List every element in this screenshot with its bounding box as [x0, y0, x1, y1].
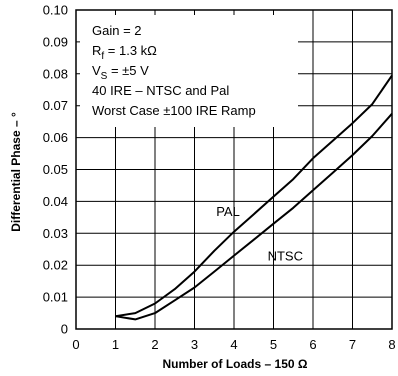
series-label-pal: PAL — [216, 204, 240, 219]
x-tick-labels: 0 1 2 3 4 5 6 7 8 — [72, 337, 395, 352]
y-tick-labels: 0 0.01 0.02 0.03 0.04 0.05 0.06 0.07 0.08 0.09 0.1… — [43, 3, 68, 337]
series-line-ntsc — [115, 113, 393, 321]
annotation-line-4: Worst Case ±100 IRE Ramp — [92, 103, 256, 118]
x-tick-label-2: 2 — [151, 337, 158, 352]
plot-frame — [75, 9, 393, 330]
y-tick-label-2: 0.02 — [43, 258, 68, 273]
annotation-line-3: 40 IRE – NTSC and Pal — [92, 83, 229, 98]
y-tick-label-1: 0.01 — [43, 290, 68, 305]
y-tick-label-3: 0.03 — [43, 226, 68, 241]
y-tick-label-0: 0 — [61, 322, 68, 337]
x-tick-label-6: 6 — [309, 337, 316, 352]
y-tick-label-4: 0.04 — [43, 194, 68, 209]
annotation-line-1: Rf = 1.3 kΩ — [92, 43, 157, 62]
annotation-line-2: VS = ±5 V — [92, 63, 149, 82]
y-tick-label-5: 0.05 — [43, 162, 68, 177]
y-tick-label-7: 0.07 — [43, 98, 68, 113]
x-tick-label-8: 8 — [388, 337, 395, 352]
annotation-line-0: Gain = 2 — [92, 23, 142, 38]
y-axis-title: Differential Phase – ° — [9, 112, 23, 232]
y-tick-label-10: 0.10 — [43, 3, 68, 18]
series-line-pal — [115, 74, 393, 318]
y-tick-label-8: 0.08 — [43, 66, 68, 81]
x-tick-label-4: 4 — [230, 337, 237, 352]
y-tick-label-9: 0.09 — [43, 34, 68, 49]
x-tick-label-3: 3 — [191, 337, 198, 352]
series-lines — [115, 74, 393, 321]
x-tick-label-7: 7 — [349, 337, 356, 352]
series-label-ntsc: NTSC — [268, 248, 303, 263]
x-tick-label-5: 5 — [270, 337, 277, 352]
annotation-background — [80, 15, 298, 127]
x-axis-title: Number of Loads – 150 Ω — [163, 357, 308, 371]
x-tick-label-0: 0 — [72, 337, 79, 352]
y-tick-label-6: 0.06 — [43, 130, 68, 145]
x-tick-label-1: 1 — [112, 337, 119, 352]
